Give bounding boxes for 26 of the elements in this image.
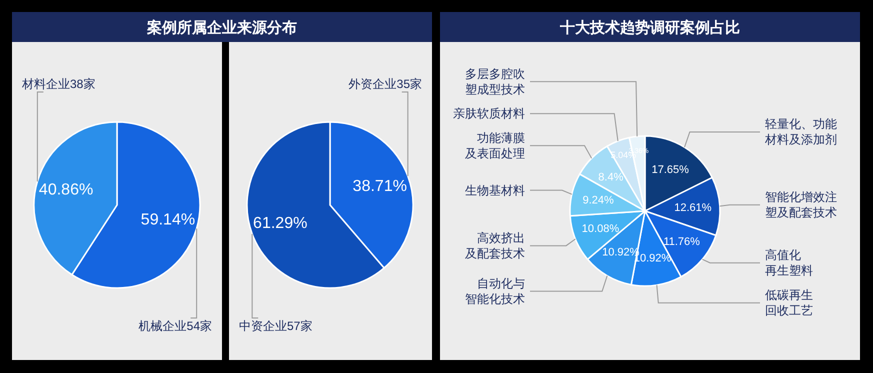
slice-label: 中资企业57家 bbox=[239, 319, 312, 333]
slice-label: 外资企业35家 bbox=[348, 77, 422, 91]
data-label: 61.29% bbox=[253, 214, 308, 232]
data-label: 10.08% bbox=[582, 222, 620, 235]
data-label: 11.76% bbox=[663, 236, 700, 248]
slice-label: 自动化与智能化技术 bbox=[465, 276, 525, 306]
data-label: 12.61% bbox=[674, 202, 712, 214]
slice-label: 多层多腔吹塑成型技术 bbox=[465, 66, 525, 96]
data-label: 8.4% bbox=[598, 171, 624, 184]
slice-label: 高效挤出及配套技术 bbox=[465, 230, 525, 261]
slice-label: 机械企业54家 bbox=[138, 319, 212, 333]
data-label: 40.86% bbox=[38, 181, 94, 198]
slice-label: 生物基材料 bbox=[465, 183, 525, 198]
slice-label: 材料企业38家 bbox=[21, 77, 96, 91]
slice-label: 轻量化、功能材料及添加剂 bbox=[764, 117, 837, 147]
slice-label: 高值化再生塑料 bbox=[765, 248, 813, 278]
slice-label: 亲肤软质材料 bbox=[453, 106, 525, 121]
slice-label: 功能薄膜及表面处理 bbox=[465, 130, 525, 160]
data-label: 59.14% bbox=[140, 212, 196, 229]
data-label: 38.71% bbox=[352, 178, 407, 196]
data-label: 17.65% bbox=[652, 164, 690, 176]
slice-label: 低碳再生回收工艺 bbox=[765, 288, 813, 318]
data-label: 9.24% bbox=[582, 194, 614, 206]
slice-label: 智能化增效注塑及配套技术 bbox=[765, 190, 837, 220]
chart-title: 十大技术趋势调研案例占比 bbox=[559, 18, 740, 36]
chart-title: 案例所属企业来源分布 bbox=[146, 18, 297, 36]
